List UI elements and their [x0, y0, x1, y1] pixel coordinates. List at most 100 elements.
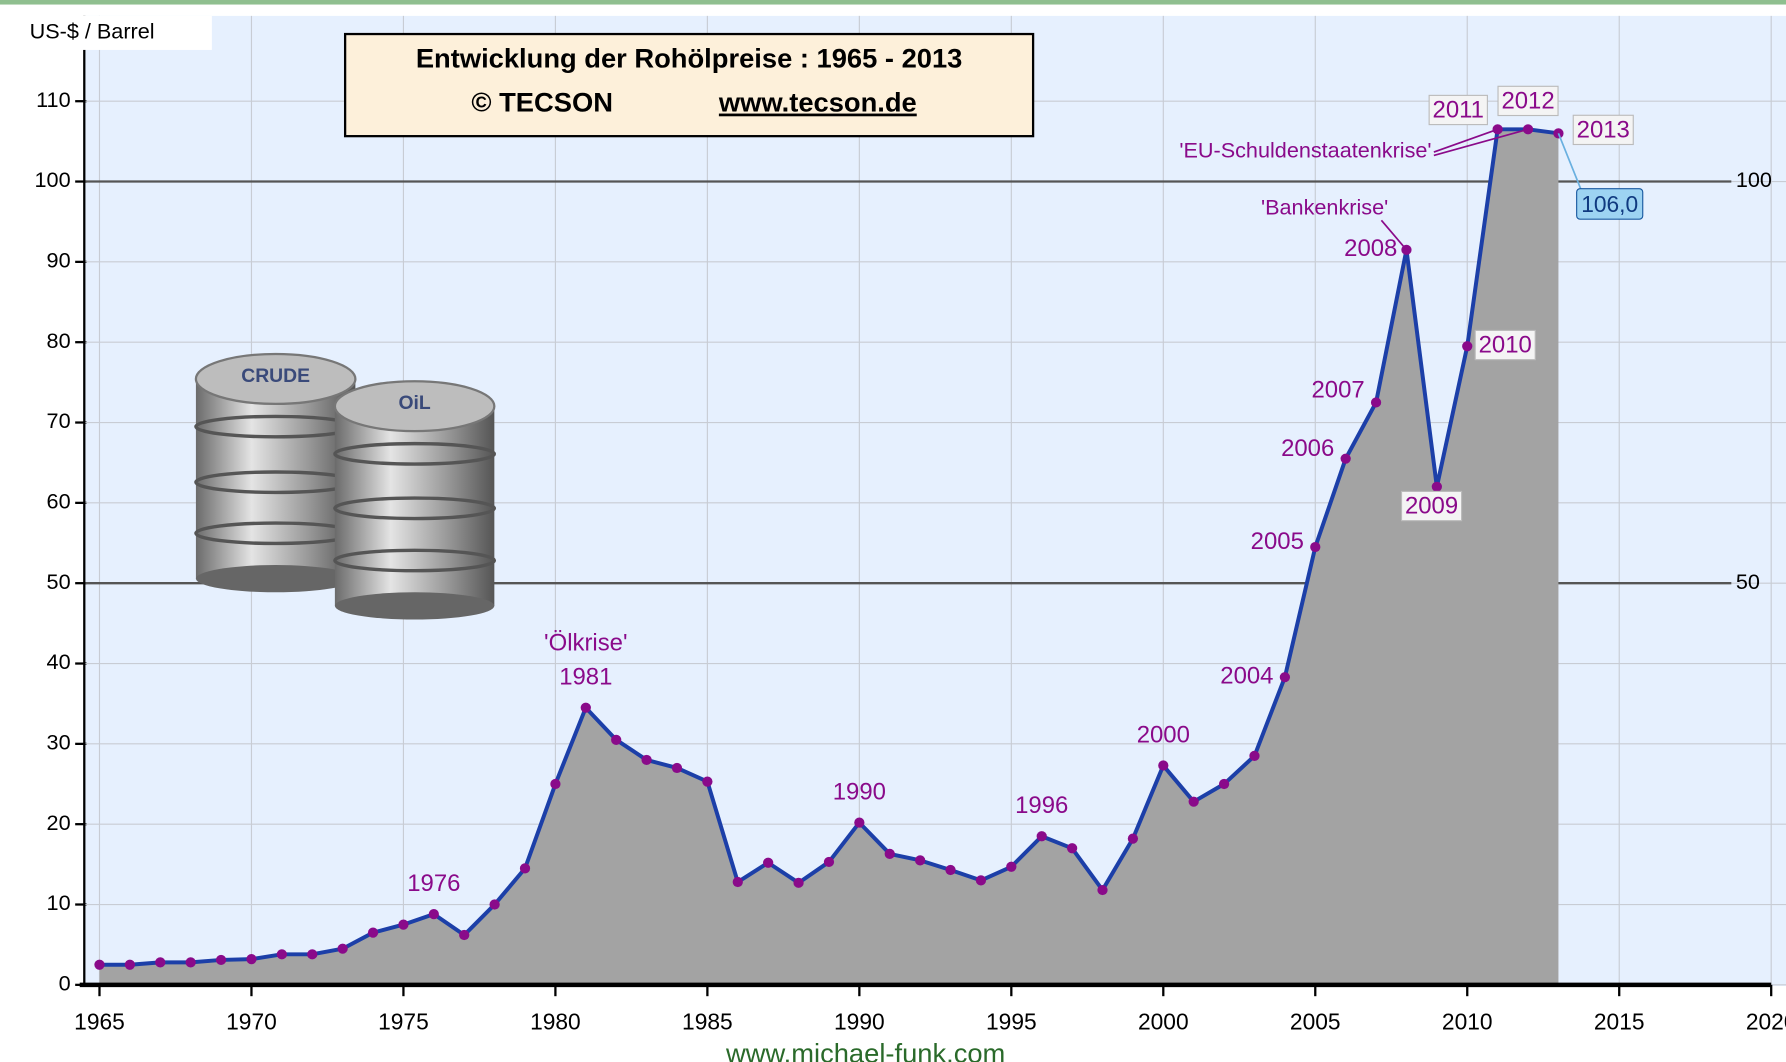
- point: [1219, 779, 1229, 789]
- x-tick-label: 2000: [1138, 1008, 1189, 1034]
- y2-tick-label: 100: [1736, 167, 1772, 192]
- point: [429, 909, 439, 919]
- oil-barrels: CRUDE OiL: [196, 354, 494, 620]
- point: [277, 949, 287, 959]
- y-tick-label: 10: [47, 890, 71, 915]
- point: [1189, 797, 1199, 807]
- point: [1158, 760, 1168, 770]
- y-tick-label: 20: [47, 810, 71, 835]
- x-tick-label: 1990: [834, 1008, 885, 1034]
- point: [793, 878, 803, 888]
- event-label: 'EU-Schuldenstaatenkrise': [1179, 138, 1431, 163]
- barrel-bottom: [335, 592, 494, 619]
- point: [733, 877, 743, 887]
- barrel-bottom: [196, 565, 355, 592]
- x-tick-label: 1980: [530, 1008, 581, 1034]
- y-tick-label: 60: [47, 489, 71, 514]
- point: [398, 919, 408, 929]
- x-tick-label: 2005: [1290, 1008, 1341, 1034]
- x-tick-label: 1965: [74, 1008, 125, 1034]
- point: [459, 930, 469, 940]
- point: [520, 863, 530, 873]
- y-tick-label: 50: [47, 569, 71, 594]
- value-label: 106,0: [1581, 191, 1638, 217]
- point: [581, 703, 591, 713]
- point: [1432, 482, 1442, 492]
- chart-title: Entwicklung der Rohölpreise : 1965 - 201…: [416, 42, 963, 73]
- x-tick-label: 2015: [1594, 1008, 1645, 1034]
- point-label: 1990: [833, 778, 886, 805]
- point: [1523, 124, 1533, 134]
- point: [1097, 885, 1107, 895]
- barrel-label: CRUDE: [241, 366, 310, 387]
- point: [246, 954, 256, 964]
- source: www.michael-funk.com: [725, 1037, 1005, 1062]
- y-tick-label: 100: [35, 167, 71, 192]
- x-tick-label: 1985: [682, 1008, 733, 1034]
- point-label: 2007: [1311, 376, 1364, 403]
- point: [641, 755, 651, 765]
- y-tick-label: 90: [47, 248, 71, 273]
- event-label: 'Ölkrise': [544, 630, 628, 657]
- point: [854, 817, 864, 827]
- point: [976, 875, 986, 885]
- y-tick-label: 70: [47, 408, 71, 433]
- y-tick-label: 80: [47, 328, 71, 353]
- point-label: 1976: [407, 870, 460, 897]
- point-label: 2011: [1433, 97, 1484, 124]
- event-label: 'Bankenkrise': [1261, 195, 1388, 220]
- point: [216, 955, 226, 965]
- point-label: 2010: [1479, 332, 1532, 359]
- top-border: [0, 0, 1786, 5]
- point-label: 2004: [1220, 663, 1273, 690]
- barrel-body: [335, 406, 494, 606]
- point-label: 2009: [1405, 493, 1458, 520]
- point-label: 1996: [1015, 792, 1068, 819]
- x-tick-label: 1970: [226, 1008, 277, 1034]
- point: [368, 928, 378, 938]
- point: [307, 949, 317, 959]
- point: [945, 865, 955, 875]
- point: [824, 857, 834, 867]
- point: [1037, 831, 1047, 841]
- point: [672, 763, 682, 773]
- point: [702, 777, 712, 787]
- point: [1371, 397, 1381, 407]
- point: [125, 960, 135, 970]
- point-label: 1981: [559, 664, 612, 691]
- y-tick-label: 30: [47, 730, 71, 755]
- point: [1128, 834, 1138, 844]
- x-tick-label: 2020: [1746, 1008, 1786, 1034]
- copyright: © TECSON: [471, 87, 613, 118]
- point-label: 2013: [1577, 116, 1630, 143]
- point: [1341, 454, 1351, 464]
- point: [489, 899, 499, 909]
- point: [763, 858, 773, 868]
- y-tick-label: 0: [59, 971, 71, 996]
- point-label: 2006: [1281, 435, 1334, 462]
- point: [338, 944, 348, 954]
- y-tick-label: 40: [47, 649, 71, 674]
- point-label: 2000: [1137, 721, 1190, 748]
- point: [1493, 124, 1503, 134]
- point: [155, 957, 165, 967]
- point: [915, 855, 925, 865]
- chart: US-$ / Barrel Entwicklung der Rohölpreis…: [0, 0, 1786, 1062]
- y-tick-label: 110: [36, 87, 70, 112]
- x-tick-label: 1975: [378, 1008, 429, 1034]
- point: [885, 849, 895, 859]
- point-label: 2012: [1501, 87, 1554, 114]
- point: [1462, 341, 1472, 351]
- point: [1310, 542, 1320, 552]
- barrel-label: OiL: [398, 393, 430, 414]
- point: [94, 960, 104, 970]
- website: www.tecson.de: [718, 87, 917, 118]
- y2-tick-label: 50: [1736, 569, 1760, 594]
- point-label: 2005: [1251, 528, 1304, 555]
- point: [1067, 843, 1077, 853]
- point: [1280, 672, 1290, 682]
- point: [550, 779, 560, 789]
- point: [1006, 862, 1016, 872]
- point-label: 2008: [1344, 235, 1397, 262]
- point: [186, 957, 196, 967]
